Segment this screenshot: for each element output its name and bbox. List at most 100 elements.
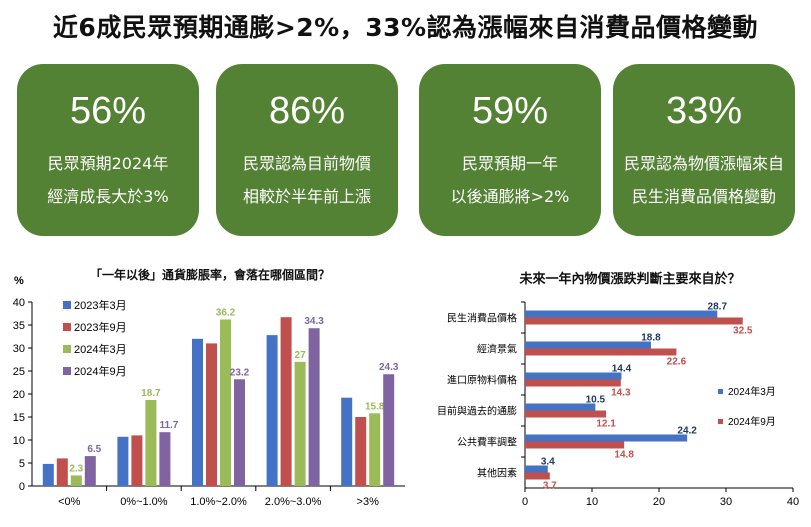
page-headline: 近6成民眾預期通膨>2%，33%認為漲幅來自消費品價格變動 <box>52 13 759 42</box>
data-label: 18.7 <box>141 388 161 399</box>
bar <box>525 379 621 387</box>
data-label: 28.7 <box>708 302 728 313</box>
stat-card-caption: 民眾認為目前物價 <box>242 154 371 173</box>
stat-card-price-source: 33% 民眾認為物價漲幅來自 民生消費品價格變動 <box>613 64 795 236</box>
y-tick-label: 30 <box>13 343 25 355</box>
bar <box>192 338 203 486</box>
y-axis-unit-label: % <box>14 275 24 287</box>
legend-swatch <box>63 367 71 375</box>
inflation-range-chart: % 0 5 10 15 20 25 30 35 40 <0% 2.3 6.5 0%~1.0% 18.7 11.… <box>13 275 405 508</box>
legend-swatch <box>718 419 723 424</box>
legend-label: 2024年3月 <box>74 342 127 356</box>
bar <box>308 328 320 486</box>
legend-label: 2023年9月 <box>74 320 127 334</box>
bar <box>294 361 306 486</box>
x-tick-label: 1.0%~2.0% <box>190 496 247 508</box>
y-tick-label: 經濟景氣 <box>477 343 517 356</box>
legend-label: 2024年3月 <box>728 385 776 398</box>
legend-label: 2024年9月 <box>74 364 127 378</box>
bar <box>341 397 353 486</box>
data-label: 36.2 <box>216 307 236 318</box>
x-tick-label: 2.0%~3.0% <box>265 496 322 508</box>
y-tick-label: 0 <box>19 481 25 493</box>
data-label: 23.2 <box>230 367 250 378</box>
data-label: 24.2 <box>677 426 697 437</box>
legend-swatch <box>63 301 71 309</box>
bar <box>525 403 596 411</box>
bar <box>42 463 54 486</box>
legend-label: 2024年9月 <box>728 415 776 428</box>
bar <box>117 436 129 486</box>
data-label: 15.8 <box>365 401 385 412</box>
data-label: 14.8 <box>614 450 634 461</box>
bar <box>84 456 96 486</box>
bar <box>234 379 245 486</box>
bar <box>525 341 651 349</box>
y-tick-label: 進口原物料價格 <box>447 374 517 387</box>
stat-card-caption: 經濟成長大於3% <box>47 187 169 206</box>
bar <box>525 348 677 356</box>
y-tick-label: 5 <box>19 458 25 470</box>
bar <box>525 441 625 449</box>
y-tick-label: 25 <box>13 366 25 378</box>
data-label: 2.3 <box>69 463 83 474</box>
data-label: 34.3 <box>304 316 324 327</box>
bar <box>220 319 231 486</box>
data-label: 12.1 <box>596 419 616 430</box>
stat-card-value: 56% <box>69 90 147 132</box>
y-tick-label: 10 <box>13 435 25 447</box>
legend-swatch <box>63 323 71 331</box>
bar <box>266 335 278 486</box>
inflation-range-chart-title: 「一年以後」通貨膨脹率，會落在哪個區間？ <box>89 268 330 282</box>
stat-card-caption: 民眾預期一年 <box>461 154 558 173</box>
x-tick-label: 40 <box>787 496 799 508</box>
x-tick-label: >3% <box>357 496 380 508</box>
y-tick-label: 20 <box>13 389 25 401</box>
bar <box>525 310 718 318</box>
data-label: 3.7 <box>543 481 557 492</box>
x-tick-label: <0% <box>58 496 81 508</box>
y-tick-label: 目前與過去的通膨 <box>437 405 517 418</box>
y-tick-label: 其他因素 <box>477 467 517 480</box>
data-label: 14.3 <box>611 388 631 399</box>
stat-cards: 56% 民眾預期2024年 經濟成長大於3% 86% 民眾認為目前物價 相較於半… <box>17 64 795 236</box>
price-source-chart: 0 10 20 30 40 民生消費品價格 28.7 32.5 經濟景氣 18.8 22.6 進口原物… <box>437 301 799 508</box>
x-tick-label: 10 <box>586 496 598 508</box>
bar <box>280 317 292 486</box>
y-tick-label: 15 <box>13 412 25 424</box>
bar <box>159 432 171 486</box>
bar <box>525 317 743 325</box>
bar <box>525 410 607 418</box>
x-tick-label: 0 <box>522 496 528 508</box>
bar <box>383 374 395 486</box>
y-tick-label: 35 <box>13 320 25 332</box>
y-tick-label: 40 <box>13 297 25 309</box>
bar <box>70 475 82 486</box>
bar <box>369 413 381 486</box>
legend-swatch <box>718 389 723 394</box>
data-label: 27 <box>295 350 307 361</box>
bar <box>355 417 367 486</box>
x-tick-label: 0%~1.0% <box>120 496 168 508</box>
data-label: 22.6 <box>667 357 687 368</box>
bar <box>131 435 143 486</box>
data-label: 24.3 <box>379 362 399 373</box>
stat-card-value: 86% <box>268 90 346 132</box>
stat-card-economic-growth: 56% 民眾預期2024年 經濟成長大於3% <box>17 64 199 236</box>
data-label: 3.4 <box>541 457 555 468</box>
stat-card-caption: 民生消費品價格變動 <box>631 187 776 206</box>
stat-card-inflation-expectation: 59% 民眾預期一年 以後通膨將>2% <box>419 64 601 236</box>
stat-card-caption: 相較於半年前上漲 <box>242 187 371 206</box>
bar <box>525 434 688 442</box>
stat-card-value: 59% <box>471 90 549 132</box>
y-tick-label: 民生消費品價格 <box>447 312 517 325</box>
bar <box>525 465 548 473</box>
legend-swatch <box>63 345 71 353</box>
stat-card-caption: 以後通膨將>2% <box>450 187 570 206</box>
bar <box>56 458 68 486</box>
bar <box>145 399 157 486</box>
data-label: 6.5 <box>87 444 101 455</box>
legend-label: 2023年3月 <box>74 298 127 312</box>
data-label: 32.5 <box>733 326 753 337</box>
data-label: 10.5 <box>586 395 606 406</box>
